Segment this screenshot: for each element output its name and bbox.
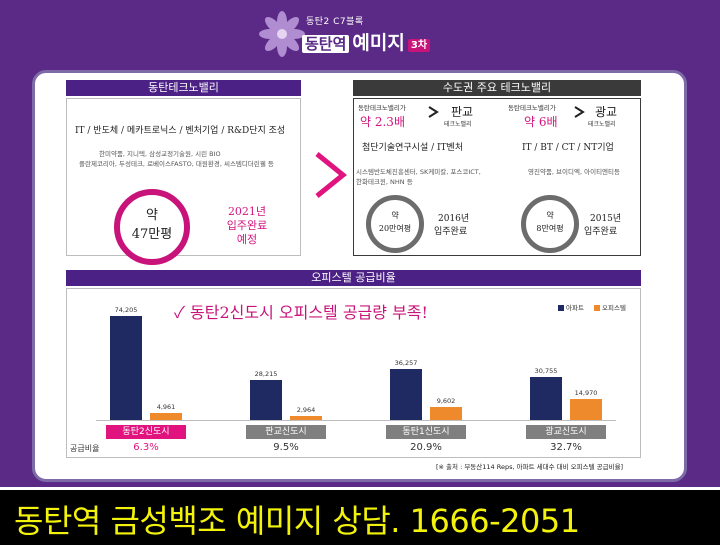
legend-officetel: 오피스텔 bbox=[602, 304, 626, 312]
ratio-value: 20.9% bbox=[410, 442, 442, 453]
pangyo-companies-line1: 시스템반도체진흥센터, SK케미칼, 포스코ICT, bbox=[356, 168, 481, 176]
dongtan-companies-line1: 한미약품, 지니텍, 삼성교정기술원, 시린 BIO bbox=[99, 150, 221, 158]
bar-apartment bbox=[530, 376, 562, 420]
value-label-apartment: 28,215 bbox=[254, 370, 278, 379]
pangyo-compare-label: 동탄테크노밸리가 bbox=[358, 104, 406, 112]
legend-swatch-officetel bbox=[594, 305, 601, 311]
legend-apartment: 아파트 bbox=[566, 304, 584, 312]
value-label-officetel: 9,602 bbox=[436, 396, 456, 405]
category-label: 판교신도시 bbox=[246, 425, 326, 439]
bar-apartment bbox=[250, 380, 282, 420]
value-label-apartment: 30,755 bbox=[534, 366, 558, 375]
gwanggyo-completed: 입주완료 bbox=[584, 227, 618, 237]
dongtan-industries: IT / 반도체 / 메카트로닉스 / 벤처기업 / R&D단지 조성 bbox=[75, 126, 286, 136]
pangyo-area-value: 20만여평 bbox=[378, 224, 412, 233]
metro-technovalley-panel: 동탄테크노밸리가 약 2.3배 판교 테크노밸리 첨단기술연구시설 / IT벤처… bbox=[353, 98, 641, 256]
chevron-right-small-icon bbox=[574, 106, 585, 118]
contact-banner: 동탄역 금성백조 예미지 상담. 1666-2051 bbox=[0, 487, 720, 545]
dongtan-area-ring: 약 47만평 bbox=[114, 189, 190, 265]
dongtan-area-prefix: 약 bbox=[146, 208, 158, 223]
dongtan-area-value: 47만평 bbox=[131, 227, 173, 242]
bar-officetel bbox=[430, 406, 462, 420]
gwanggyo-industries: IT / BT / CT / NT기업 bbox=[522, 143, 614, 153]
logo-station: 동탄역 bbox=[302, 35, 350, 53]
legend-swatch-apartment bbox=[558, 305, 564, 311]
gwanggyo-multiple: 약 6배 bbox=[524, 115, 558, 129]
ratio-row-label: 공급비율 bbox=[70, 444, 100, 453]
logo-phase-badge: 3차 bbox=[407, 39, 431, 52]
gwanggyo-year: 2015년 bbox=[590, 214, 622, 224]
dongtan-technovalley-panel: IT / 반도체 / 메카트로닉스 / 벤처기업 / R&D단지 조성 한미약품… bbox=[66, 98, 301, 265]
value-label-officetel: 14,970 bbox=[574, 389, 598, 398]
chart-baseline bbox=[96, 420, 616, 421]
bar-officetel bbox=[290, 415, 322, 420]
logo-title: 동탄역 예미지 3차 bbox=[302, 28, 431, 55]
dongtan-completion-status: 입주완료 bbox=[226, 219, 268, 232]
logo-brand: 예미지 bbox=[352, 32, 405, 54]
logo-subtitle: 동탄2 C7블록 bbox=[306, 17, 364, 27]
pangyo-name: 판교 bbox=[451, 105, 474, 119]
gwanggyo-name: 광교 bbox=[595, 105, 618, 119]
bar-officetel bbox=[150, 413, 182, 420]
value-label-officetel: 2,964 bbox=[296, 405, 316, 414]
gwanggyo-compare-label: 동탄테크노밸리가 bbox=[508, 104, 556, 112]
category-label: 동탄2신도시 bbox=[106, 425, 186, 439]
pangyo-companies-line2: 한화테크윈, NHN 등 bbox=[356, 178, 413, 186]
pangyo-completed: 입주완료 bbox=[434, 227, 468, 237]
pangyo-area-ring: 약 20만여평 bbox=[366, 195, 424, 253]
ratio-value: 9.5% bbox=[273, 442, 299, 453]
officetel-heading: 오피스텔 공급비율 bbox=[66, 270, 641, 286]
pangyo-name-sub: 테크노밸리 bbox=[444, 121, 472, 128]
metro-technovalley-heading: 수도권 주요 테크노밸리 bbox=[353, 80, 641, 96]
dongtan-completion-year: 2021년 bbox=[227, 205, 267, 218]
value-label-apartment: 74,205 bbox=[114, 306, 138, 315]
pangyo-area-prefix: 약 bbox=[391, 211, 399, 220]
category-label: 광교신도시 bbox=[526, 425, 606, 439]
bar-apartment bbox=[390, 369, 422, 420]
dongtan-companies-line2: 플란제코리아, 두성테크, 로베이스FASTO, 대원환경, 씨스템디더린웰 등 bbox=[79, 160, 274, 168]
dongtan-completion-note: 예정 bbox=[236, 233, 258, 246]
bar-officetel bbox=[570, 399, 602, 420]
gwanggyo-area-value: 8만여평 bbox=[536, 224, 564, 233]
gwanggyo-companies: 영진약품, 브이디엑, 아이티엔티등 bbox=[528, 168, 620, 176]
pangyo-industries: 첨단기술연구시설 / IT벤처 bbox=[362, 143, 464, 153]
chart-legend: 아파트 오피스텔 bbox=[558, 302, 626, 312]
bar-apartment bbox=[110, 316, 142, 420]
dongtan-technovalley-heading: 동탄테크노밸리 bbox=[66, 80, 301, 96]
contact-banner-text[interactable]: 동탄역 금성백조 예미지 상담. 1666-2051 bbox=[14, 502, 580, 540]
chevron-right-small-icon bbox=[428, 106, 439, 118]
gwanggyo-area-ring: 약 8만여평 bbox=[521, 195, 579, 253]
data-source-note: [※ 출처 : 부동산114 Reps, 아파트 세대수 대비 오피스텔 공급비… bbox=[436, 463, 624, 471]
brand-logo: 동탄2 C7블록 동탄역 예미지 3차 bbox=[258, 8, 468, 62]
chevron-right-icon bbox=[315, 152, 347, 198]
chart-title: ✓ 동탄2신도시 오피스텔 공급량 부족! bbox=[174, 303, 428, 322]
value-label-officetel: 4,961 bbox=[156, 403, 176, 412]
gwanggyo-name-sub: 테크노밸리 bbox=[588, 121, 616, 128]
ratio-value: 6.3% bbox=[133, 442, 159, 453]
ratio-value: 32.7% bbox=[550, 442, 582, 453]
category-label: 동탄1신도시 bbox=[386, 425, 466, 439]
flower-logo-icon bbox=[259, 11, 305, 57]
value-label-apartment: 36,257 bbox=[394, 359, 418, 368]
gwanggyo-area-prefix: 약 bbox=[546, 211, 554, 220]
pangyo-year: 2016년 bbox=[438, 214, 470, 224]
pangyo-multiple: 약 2.3배 bbox=[360, 115, 405, 129]
